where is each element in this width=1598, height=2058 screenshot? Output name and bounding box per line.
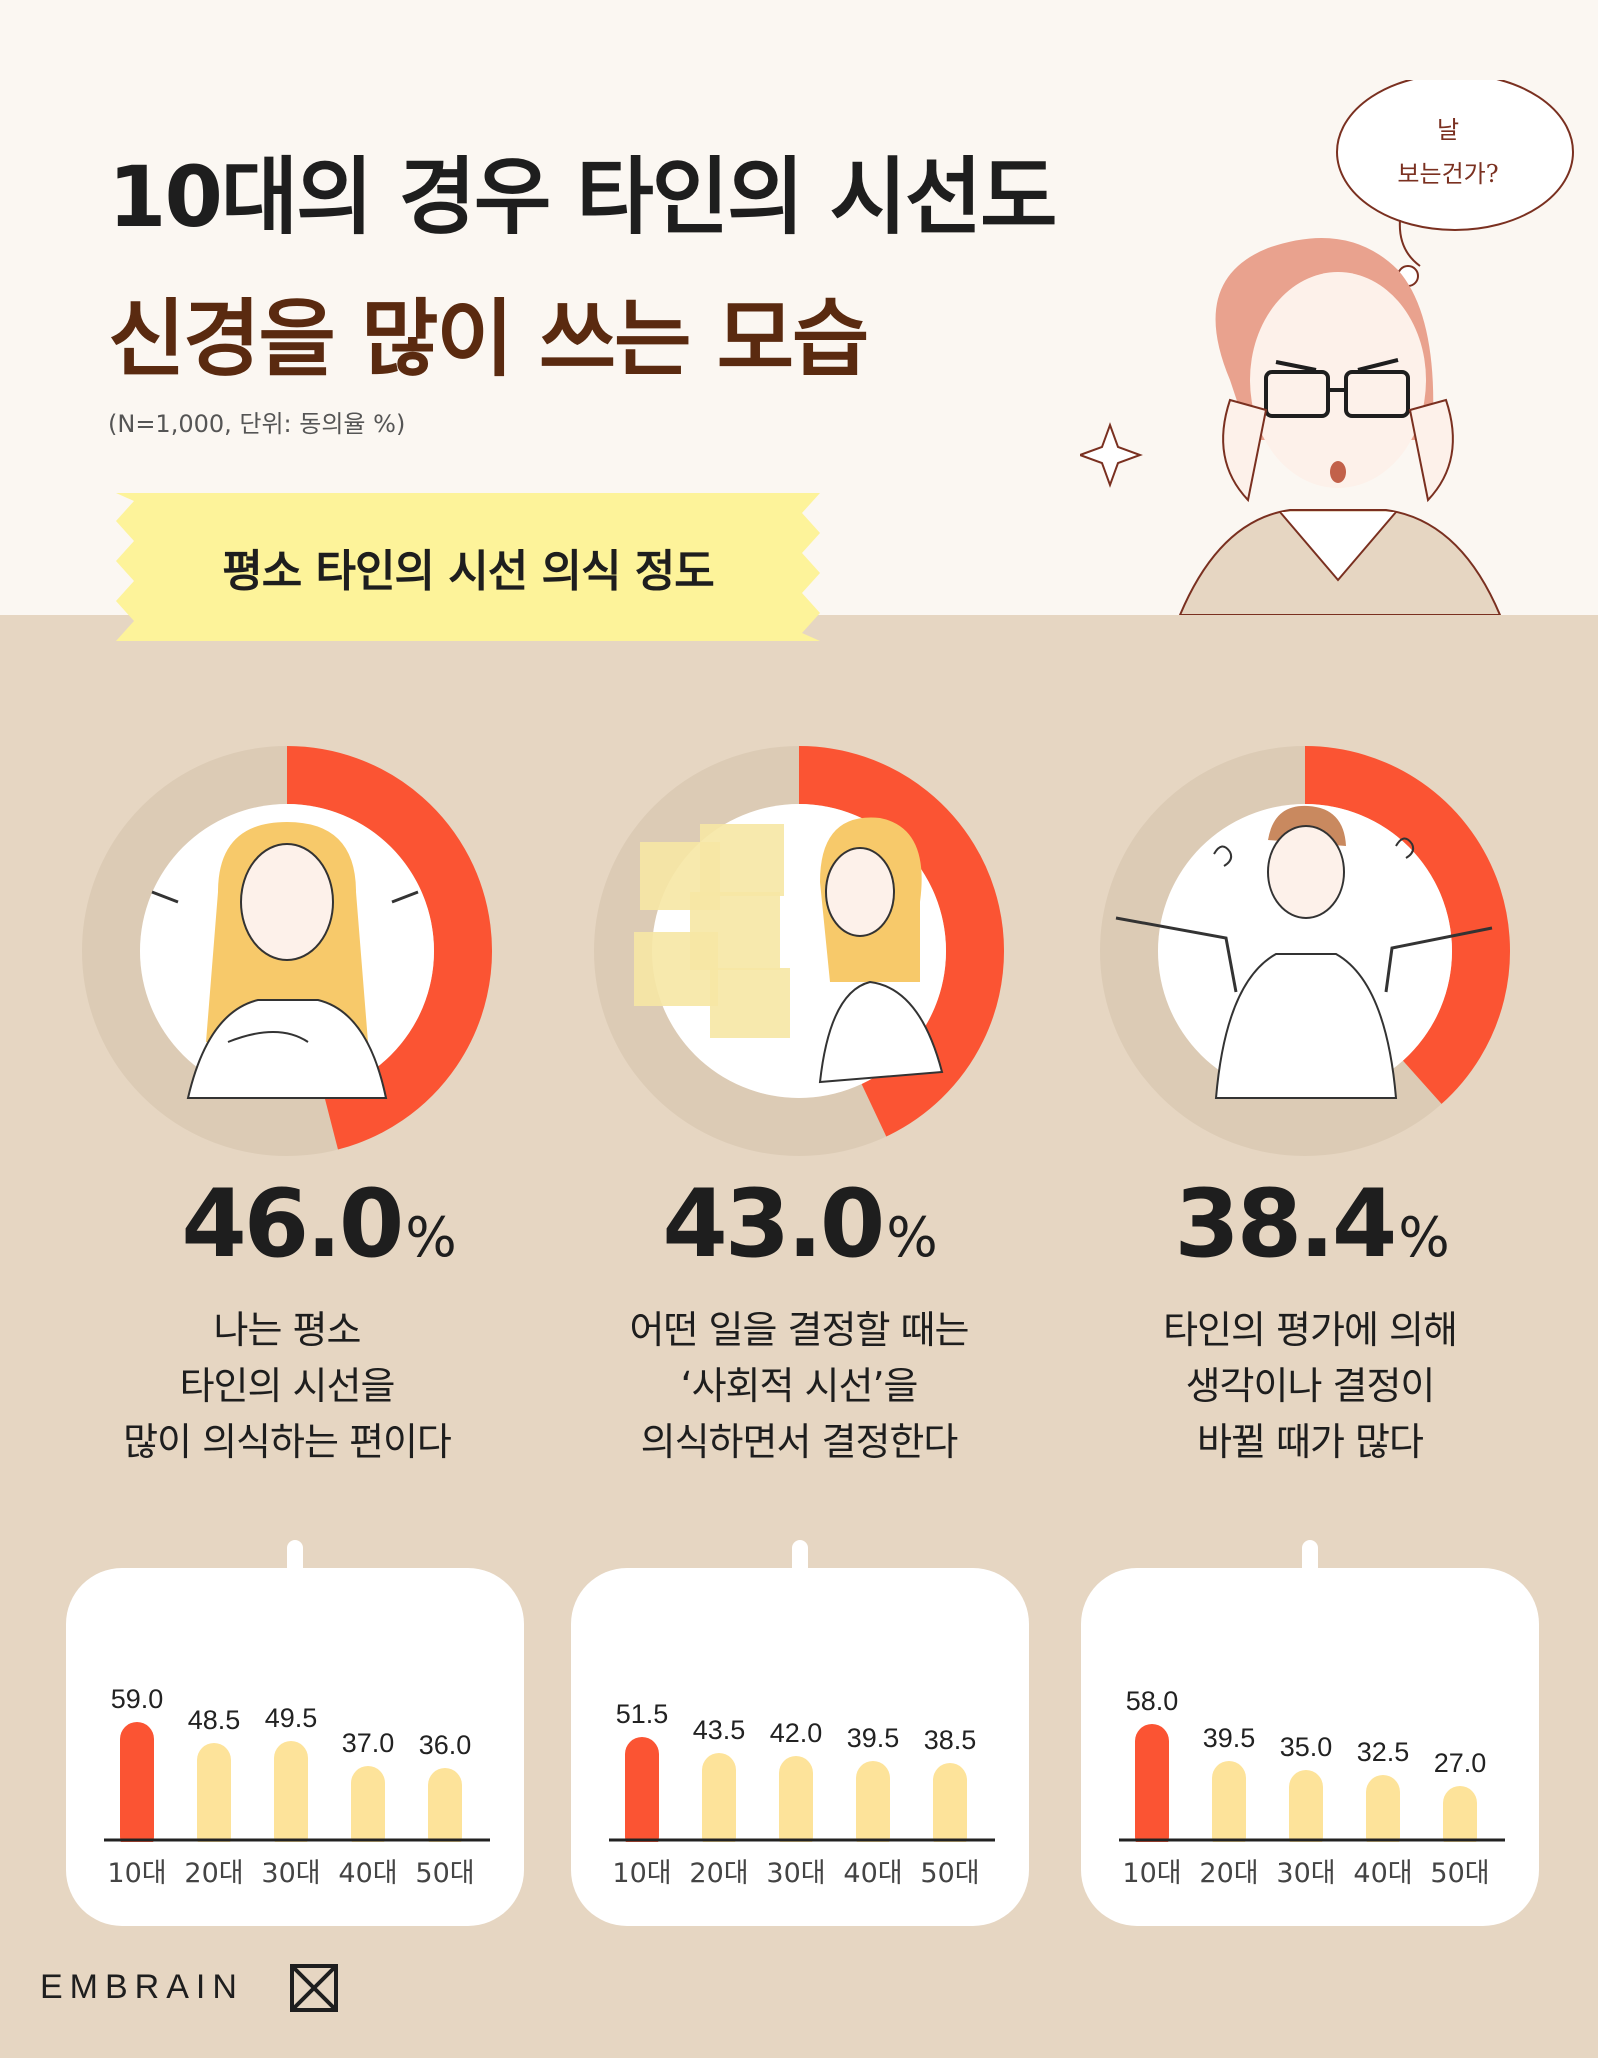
description-line: 타인의 시선을	[179, 1364, 396, 1408]
bar-30대	[274, 1741, 308, 1854]
percent-unit: %	[886, 1206, 938, 1269]
percent-value-1: 46.0%	[69, 1170, 569, 1279]
card-background	[1081, 1568, 1539, 1926]
thinking-woman-illustration	[634, 817, 944, 1084]
description-line: 바뀔 때가 많다	[1197, 1420, 1424, 1464]
bar-value-label: 32.5	[1357, 1737, 1410, 1767]
bar-category-label: 50대	[415, 1858, 474, 1889]
bar-20대	[1212, 1761, 1246, 1854]
percent-unit: %	[1398, 1206, 1450, 1269]
description-line: 의식하면서 결정한다	[640, 1420, 959, 1464]
description-line: 타인의 평가에 의해	[1163, 1308, 1458, 1352]
bar-base-mask	[609, 1842, 995, 1856]
description-2: 어떤 일을 결정할 때는 ‘사회적 시선’을 의식하면서 결정한다	[549, 1302, 1049, 1470]
card-background	[571, 1568, 1029, 1926]
card-tab	[1302, 1540, 1318, 1580]
title-line-1: 10대의 경우 타인의 시선도	[108, 148, 1057, 246]
percent-number: 46.0	[181, 1170, 404, 1279]
bar-category-label: 10대	[107, 1858, 166, 1889]
bar-50대	[428, 1768, 462, 1854]
description-line: 생각이나 결정이	[1185, 1364, 1436, 1408]
percent-number: 43.0	[662, 1170, 885, 1279]
bar-base-mask	[104, 1842, 490, 1856]
bar-value-label: 39.5	[847, 1723, 900, 1753]
bar-category-label: 30대	[766, 1858, 825, 1889]
bar-category-label: 40대	[843, 1858, 902, 1889]
banner-shape	[116, 493, 820, 641]
donut-chart-3	[1100, 746, 1510, 1156]
bar-category-label: 50대	[1430, 1858, 1489, 1889]
woman-adjusting-glasses-illustration	[1080, 80, 1574, 615]
title-line-2: 신경을 많이 쓰는 모습	[108, 290, 869, 388]
bar-value-label: 35.0	[1280, 1732, 1333, 1762]
card-tab	[287, 1540, 303, 1580]
percent-unit: %	[405, 1206, 457, 1269]
bar-category-label: 50대	[920, 1858, 979, 1889]
description-1: 나는 평소 타인의 시선을 많이 의식하는 편이다	[37, 1302, 537, 1470]
bar-category-label: 40대	[1353, 1858, 1412, 1889]
donut-value-arc	[286, 746, 492, 1150]
bar-value-label: 49.5	[265, 1703, 318, 1733]
bar-value-label: 27.0	[1434, 1748, 1487, 1778]
bar-value-label: 43.5	[693, 1715, 746, 1745]
bar-value-label: 36.0	[419, 1730, 472, 1760]
description-line: 어떤 일을 결정할 때는	[629, 1308, 970, 1352]
bar-30대	[779, 1756, 813, 1854]
bar-value-label: 51.5	[616, 1699, 669, 1729]
bar-20대	[702, 1753, 736, 1854]
banner-title: 평소 타인의 시선 의식 정도	[222, 546, 715, 597]
bar-category-label: 20대	[184, 1858, 243, 1889]
bar-40대	[856, 1761, 890, 1854]
bar-value-label: 59.0	[111, 1684, 164, 1714]
age-bar-chart-3: 58.0 10대 39.5 20대 35.0 30대 32.5 40대 27.0 50대	[1081, 1540, 1539, 1926]
percent-value-2: 43.0%	[550, 1170, 1050, 1279]
bar-value-label: 37.0	[342, 1728, 395, 1758]
bar-value-label: 39.5	[1203, 1723, 1256, 1753]
confused-man-illustration	[1115, 805, 1493, 1099]
age-bar-chart-2: 51.5 10대 43.5 20대 42.0 30대 39.5 40대 38.5 50대	[571, 1540, 1029, 1926]
bar-category-label: 10대	[1122, 1858, 1181, 1889]
brand-logo-icon	[290, 1964, 338, 2012]
sample-note: (N=1,000, 단위: 동의율 %)	[108, 410, 406, 438]
bubble-line-2: 보는건가?	[1397, 160, 1499, 188]
description-line: ‘사회적 시선’을	[680, 1364, 919, 1408]
bar-value-label: 42.0	[770, 1718, 823, 1748]
brand-logo: EMBRAIN	[40, 1968, 244, 2006]
bar-category-label: 30대	[261, 1858, 320, 1889]
bar-category-label: 10대	[612, 1858, 671, 1889]
bar-category-label: 20대	[1199, 1858, 1258, 1889]
bar-value-label: 48.5	[188, 1705, 241, 1735]
bar-40대	[1366, 1775, 1400, 1854]
percent-value-3: 38.4%	[1062, 1170, 1562, 1279]
bar-20대	[197, 1743, 231, 1854]
description-3: 타인의 평가에 의해 생각이나 결정이 바뀔 때가 많다	[1060, 1302, 1560, 1470]
bar-base-mask	[1119, 1842, 1505, 1856]
speech-bubble-text: 날 보는건가?	[1368, 108, 1528, 196]
donut-chart-1	[82, 746, 492, 1156]
bubble-line-1: 날	[1436, 116, 1460, 144]
percent-number: 38.4	[1174, 1170, 1397, 1279]
bar-50대	[933, 1763, 967, 1854]
bar-value-label: 38.5	[924, 1725, 977, 1755]
description-line: 나는 평소	[213, 1308, 362, 1352]
bar-30대	[1289, 1770, 1323, 1854]
bar-category-label: 20대	[689, 1858, 748, 1889]
bar-value-label: 58.0	[1126, 1686, 1179, 1716]
bar-40대	[351, 1766, 385, 1854]
bar-10대	[625, 1737, 659, 1854]
donut-chart-2	[594, 746, 1004, 1156]
bar-10대	[120, 1722, 154, 1854]
anxious-woman-illustration	[151, 822, 419, 1099]
bar-10대	[1135, 1724, 1169, 1854]
age-bar-chart-1: 59.0 10대 48.5 20대 49.5 30대 37.0 40대 36.0 50대	[66, 1540, 524, 1926]
donut-value-arc	[1304, 746, 1510, 1104]
description-line: 많이 의식하는 편이다	[123, 1420, 452, 1464]
bar-category-label: 40대	[338, 1858, 397, 1889]
card-tab	[792, 1540, 808, 1580]
bar-50대	[1443, 1786, 1477, 1854]
bar-category-label: 30대	[1276, 1858, 1335, 1889]
